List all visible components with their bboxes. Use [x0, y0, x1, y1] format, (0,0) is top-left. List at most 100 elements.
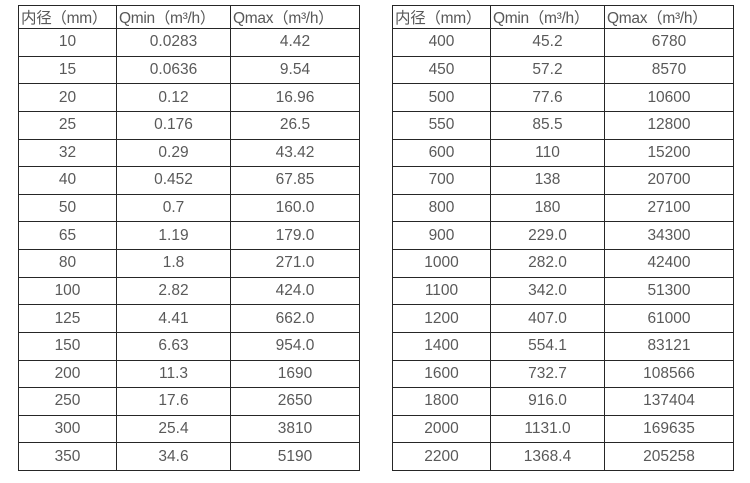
qmin-cell: 77.6	[490, 83, 605, 112]
table-row: 550 85.5 12800	[392, 110, 734, 140]
diameter-header-cell: 内径（mm）	[18, 5, 117, 29]
flow-table-small-diameters: 内径（mm） Qmin（m³/h） Qmax（m³/h） 10 0.0283 4.42 1…	[18, 5, 360, 471]
diameter-cell: 40	[18, 166, 117, 195]
table-row: 125 4.41 662.0	[18, 304, 360, 333]
table-row: 1600 732.7 108566	[392, 359, 734, 389]
qmax-cell: 83121	[604, 331, 734, 361]
qmax-cell: 34300	[604, 221, 734, 250]
diameter-cell: 2000	[392, 414, 491, 444]
table-row: 300 25.4 3810	[18, 414, 360, 444]
qmax-cell: 954.0	[230, 331, 360, 361]
table-row: 1000 282.0 42400	[392, 249, 734, 278]
header-row: 内径（mm） Qmin（m³/h） Qmax（m³/h）	[18, 5, 360, 29]
qmin-cell: 138	[490, 166, 605, 195]
table-row: 80 1.8 271.0	[18, 249, 360, 278]
flow-table-large-diameters: 内径（mm） Qmin（m³/h） Qmax（m³/h） 400 45.2 6780 45…	[392, 5, 734, 471]
table-row: 40 0.452 67.85	[18, 166, 360, 195]
table-row: 2200 1368.4 205258	[392, 442, 734, 471]
diameter-cell: 65	[18, 221, 117, 250]
qmax-cell: 6780	[604, 28, 734, 57]
qmax-cell: 169635	[604, 414, 734, 444]
qmin-cell: 407.0	[490, 304, 605, 333]
qmin-cell: 732.7	[490, 359, 605, 389]
table-body: 400 45.2 6780 450 57.2 8570 500 77.6 10600 550 85.…	[392, 28, 734, 471]
table-row: 25 0.176 26.5	[18, 110, 360, 140]
table-row: 32 0.29 43.42	[18, 138, 360, 168]
qmax-cell: 271.0	[230, 249, 360, 278]
diameter-header-cell: 内径（mm）	[392, 5, 491, 29]
qmax-cell: 15200	[604, 138, 734, 168]
table-row: 2000 1131.0 169635	[392, 414, 734, 444]
diameter-cell: 25	[18, 110, 117, 140]
diameter-cell: 1600	[392, 359, 491, 389]
qmin-cell: 0.0283	[116, 28, 231, 57]
qmin-cell: 45.2	[490, 28, 605, 57]
qmin-cell: 0.29	[116, 138, 231, 168]
qmin-cell: 17.6	[116, 387, 231, 416]
table-body: 10 0.0283 4.42 15 0.0636 9.54 20 0.12 16.96 25 0.1…	[18, 28, 360, 471]
diameter-cell: 1200	[392, 304, 491, 333]
diameter-cell: 450	[392, 55, 491, 85]
table-row: 10 0.0283 4.42	[18, 28, 360, 57]
diameter-cell: 900	[392, 221, 491, 250]
qmin-cell: 25.4	[116, 414, 231, 444]
qmin-cell: 11.3	[116, 359, 231, 389]
qmin-cell: 0.452	[116, 166, 231, 195]
qmin-cell: 229.0	[490, 221, 605, 250]
diameter-cell: 15	[18, 55, 117, 85]
diameter-cell: 20	[18, 83, 117, 112]
diameter-cell: 500	[392, 83, 491, 112]
qmin-cell: 554.1	[490, 331, 605, 361]
qmin-cell: 57.2	[490, 55, 605, 85]
table-row: 1200 407.0 61000	[392, 304, 734, 333]
diameter-cell: 1100	[392, 276, 491, 306]
diameter-cell: 100	[18, 276, 117, 306]
qmax-cell: 8570	[604, 55, 734, 85]
table-row: 150 6.63 954.0	[18, 331, 360, 361]
qmax-cell: 179.0	[230, 221, 360, 250]
qmax-cell: 205258	[604, 442, 734, 471]
qmin-cell: 0.7	[116, 193, 231, 223]
diameter-cell: 2200	[392, 442, 491, 471]
table-header-row: 内径（mm） Qmin（m³/h） Qmax（m³/h）	[18, 5, 360, 29]
qmax-cell: 9.54	[230, 55, 360, 85]
qmin-cell: 6.63	[116, 331, 231, 361]
diameter-cell: 50	[18, 193, 117, 223]
header-row: 内径（mm） Qmin（m³/h） Qmax（m³/h）	[392, 5, 734, 29]
diameter-cell: 150	[18, 331, 117, 361]
table-row: 200 11.3 1690	[18, 359, 360, 389]
diameter-cell: 700	[392, 166, 491, 195]
qmax-cell: 3810	[230, 414, 360, 444]
diameter-cell: 1400	[392, 331, 491, 361]
qmax-cell: 10600	[604, 83, 734, 112]
qmax-cell: 4.42	[230, 28, 360, 57]
qmax-cell: 16.96	[230, 83, 360, 112]
table-row: 65 1.19 179.0	[18, 221, 360, 250]
qmax-cell: 12800	[604, 110, 734, 140]
qmax-cell: 662.0	[230, 304, 360, 333]
table-row: 1800 916.0 137404	[392, 387, 734, 416]
qmax-cell: 67.85	[230, 166, 360, 195]
diameter-cell: 600	[392, 138, 491, 168]
diameter-cell: 350	[18, 442, 117, 471]
qmax-cell: 1690	[230, 359, 360, 389]
table-row: 100 2.82 424.0	[18, 276, 360, 306]
qmax-cell: 51300	[604, 276, 734, 306]
qmin-cell: 1131.0	[490, 414, 605, 444]
qmin-header-cell: Qmin（m³/h）	[490, 5, 605, 29]
qmin-cell: 2.82	[116, 276, 231, 306]
diameter-cell: 250	[18, 387, 117, 416]
qmin-cell: 4.41	[116, 304, 231, 333]
qmin-cell: 0.12	[116, 83, 231, 112]
qmax-cell: 5190	[230, 442, 360, 471]
diameter-cell: 550	[392, 110, 491, 140]
qmax-header-cell: Qmax（m³/h）	[230, 5, 360, 29]
table-row: 900 229.0 34300	[392, 221, 734, 250]
diameter-cell: 400	[392, 28, 491, 57]
diameter-cell: 1000	[392, 249, 491, 278]
table-row: 400 45.2 6780	[392, 28, 734, 57]
diameter-cell: 1800	[392, 387, 491, 416]
table-row: 1400 554.1 83121	[392, 331, 734, 361]
qmax-cell: 424.0	[230, 276, 360, 306]
qmin-header-cell: Qmin（m³/h）	[116, 5, 231, 29]
